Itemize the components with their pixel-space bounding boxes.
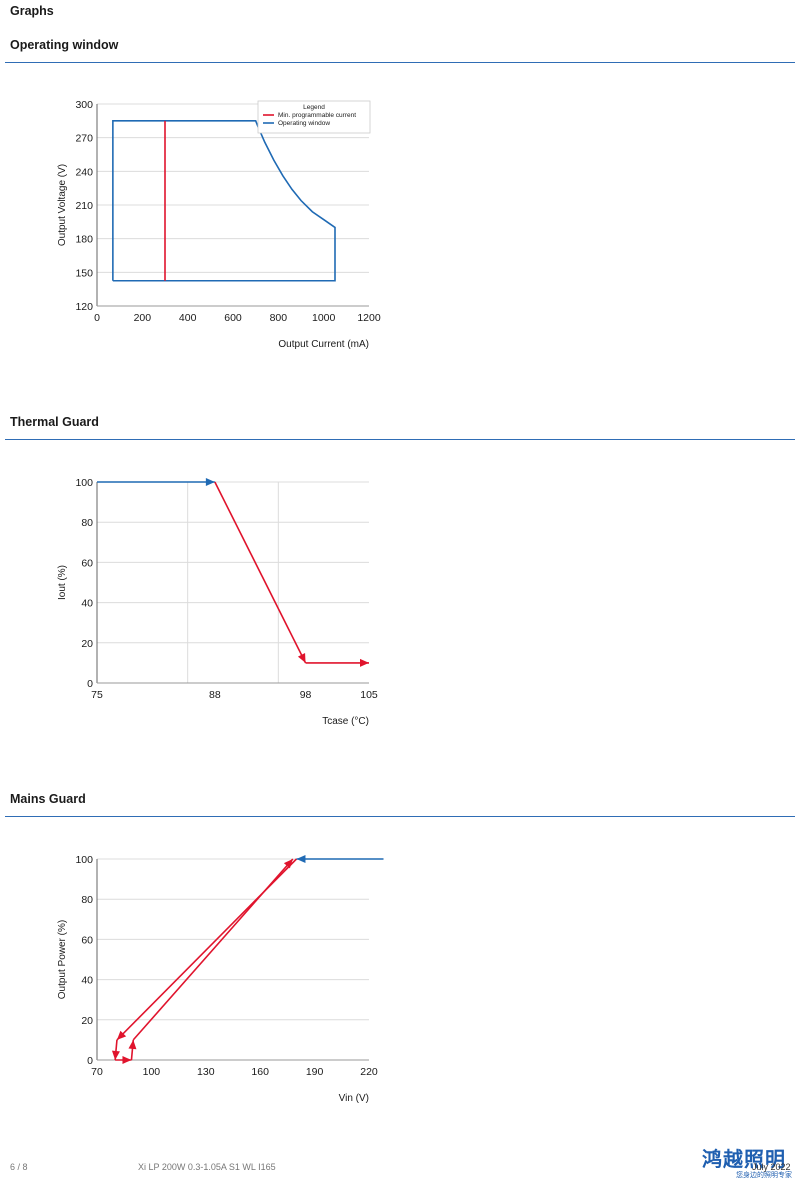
x-tick-label: 98 [300,689,312,701]
arrowhead [283,859,293,869]
section-title-thermal-guard: Thermal Guard [10,415,99,429]
footer-page-number: 6 / 8 [10,1162,28,1172]
x-tick-label: 160 [251,1066,269,1078]
x-tick-label: 200 [134,312,152,324]
y-tick-label: 100 [75,477,93,489]
x-tick-label: 105 [360,689,378,701]
watermark-main-text: 鸿越照明 [702,1147,786,1171]
arrowhead [116,1030,127,1040]
section-title-mains-guard: Mains Guard [10,792,86,806]
arrowhead [128,1039,137,1050]
legend-entry: Operating window [278,120,330,127]
x-axis-label: Vin (V) [339,1093,369,1104]
arrow-segment [132,858,294,1041]
mains-guard-chart: 0 20 40 60 80 100 70 100 130 160 190 220 Vin (V) Outp… [57,854,384,1104]
x-axis-label: Tcase (°C) [322,716,369,727]
x-tick-label: 75 [91,689,103,701]
page-heading: Graphs [10,4,54,18]
y-tick-label: 40 [81,598,93,610]
y-tick-label: 240 [75,166,93,178]
section-divider [5,62,795,63]
x-tick-label: 1000 [312,312,336,324]
arrowhead [360,658,369,667]
x-tick-label: 190 [306,1066,324,1078]
y-tick-label: 270 [75,133,93,145]
series-line-operating-window [112,120,336,282]
arrow-segment [214,481,307,664]
x-tick-label: 400 [179,312,197,324]
y-tick-label: 150 [75,267,93,279]
x-tick-label: 130 [197,1066,215,1078]
legend-entry: Min. programmable current [278,112,356,119]
y-tick-label: 210 [75,200,93,212]
x-tick-label: 0 [94,312,100,324]
x-tick-label: 88 [209,689,221,701]
arrowhead [122,1056,132,1064]
x-tick-label: 1200 [357,312,381,324]
y-tick-label: 40 [81,975,93,987]
y-tick-label: 60 [81,557,93,569]
arrowhead [205,478,215,486]
legend-title: Legend [303,104,325,111]
operating-window-chart: 120 150 180 210 240 270 300 0 200 400 600 800 1000 12… [57,99,381,350]
watermark-sub-text: 您身边的照明专家 [736,1171,792,1179]
y-tick-label: 80 [81,894,93,906]
y-axis-label: Output Power (%) [57,920,68,999]
section-title-operating-window: Operating window [10,38,119,52]
thermal-guard-chart: 0 20 40 60 80 100 75 88 98 105 Tcase (°C) Iout (%) [57,477,378,727]
x-axis-label: Output Current (mA) [278,339,369,350]
y-tick-label: 80 [81,517,93,529]
y-tick-label: 20 [81,1015,93,1027]
y-tick-label: 20 [81,638,93,650]
y-tick-label: 300 [75,99,93,111]
y-tick-label: 120 [75,301,93,313]
y-tick-label: 0 [87,1055,93,1067]
y-tick-label: 0 [87,678,93,690]
arrowhead [111,1050,120,1060]
section-divider [5,439,795,440]
y-axis-label: Iout (%) [57,565,68,600]
legend-box [257,100,371,134]
y-tick-label: 60 [81,934,93,946]
x-tick-label: 220 [360,1066,378,1078]
x-tick-label: 100 [143,1066,161,1078]
x-tick-label: 70 [91,1066,103,1078]
x-tick-label: 800 [270,312,288,324]
arrowhead [297,653,306,663]
footer-document-name: Xi LP 200W 0.3-1.05A S1 WL I165 [138,1162,276,1172]
x-tick-label: 600 [224,312,242,324]
y-axis-label: Output Voltage (V) [57,164,68,246]
y-tick-label: 180 [75,234,93,246]
arrowhead [296,855,306,863]
footer-date: July 2022 [752,1162,791,1172]
section-divider [5,816,795,817]
y-tick-label: 100 [75,854,93,866]
watermark-logo: 鸿越照明 您身边的照明专家 [702,1143,792,1180]
